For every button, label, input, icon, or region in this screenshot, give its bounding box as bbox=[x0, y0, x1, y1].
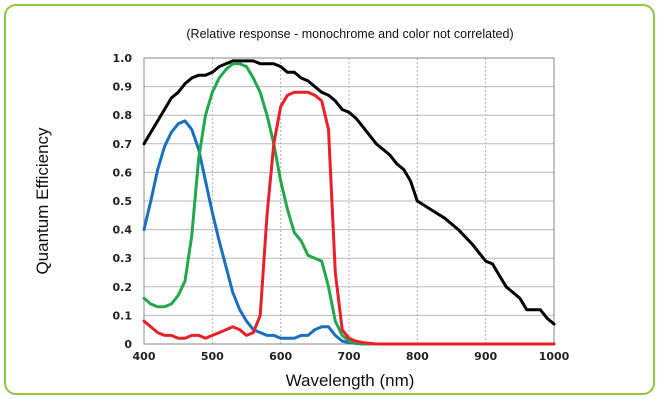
red-series-line bbox=[142, 90, 556, 346]
y-tick-label: 0 bbox=[124, 338, 132, 351]
tick-labels: 0 0.1 0.2 0.3 0.4 0.5 0.6 0.7 0.8 0.9 1.0 400 500 600… bbox=[113, 52, 570, 363]
y-tick-label: 0.1 bbox=[113, 309, 133, 322]
chart-grid bbox=[144, 57, 554, 344]
y-tick-label: 0.9 bbox=[113, 81, 133, 94]
y-tick-label: 0.6 bbox=[113, 166, 133, 179]
x-axis-label: Wavelength (nm) bbox=[286, 371, 415, 390]
y-tick-label: 0.5 bbox=[113, 195, 133, 208]
y-tick-label: 0.7 bbox=[113, 138, 133, 151]
monochrome-series-line bbox=[142, 59, 556, 326]
x-tick-label: 700 bbox=[338, 350, 361, 363]
green-series-line bbox=[142, 62, 556, 346]
x-tick-label: 1000 bbox=[539, 350, 570, 363]
x-tick-label: 600 bbox=[269, 350, 292, 363]
x-tick-label: 800 bbox=[406, 350, 429, 363]
x-tick-label: 900 bbox=[474, 350, 497, 363]
y-tick-label: 0.2 bbox=[113, 281, 133, 294]
chart-title: (Relative response - monochrome and colo… bbox=[186, 27, 513, 41]
y-tick-label: 0.8 bbox=[113, 109, 133, 122]
y-axis-label: Quantum Efficiency bbox=[33, 127, 52, 275]
x-tick-label: 400 bbox=[133, 350, 156, 363]
blue-series-line bbox=[142, 119, 556, 346]
y-tick-label: 0.4 bbox=[113, 224, 133, 237]
series-lines bbox=[142, 59, 556, 346]
y-tick-label: 0.3 bbox=[113, 252, 133, 265]
x-tick-label: 500 bbox=[201, 350, 224, 363]
y-tick-label: 1.0 bbox=[113, 52, 133, 65]
